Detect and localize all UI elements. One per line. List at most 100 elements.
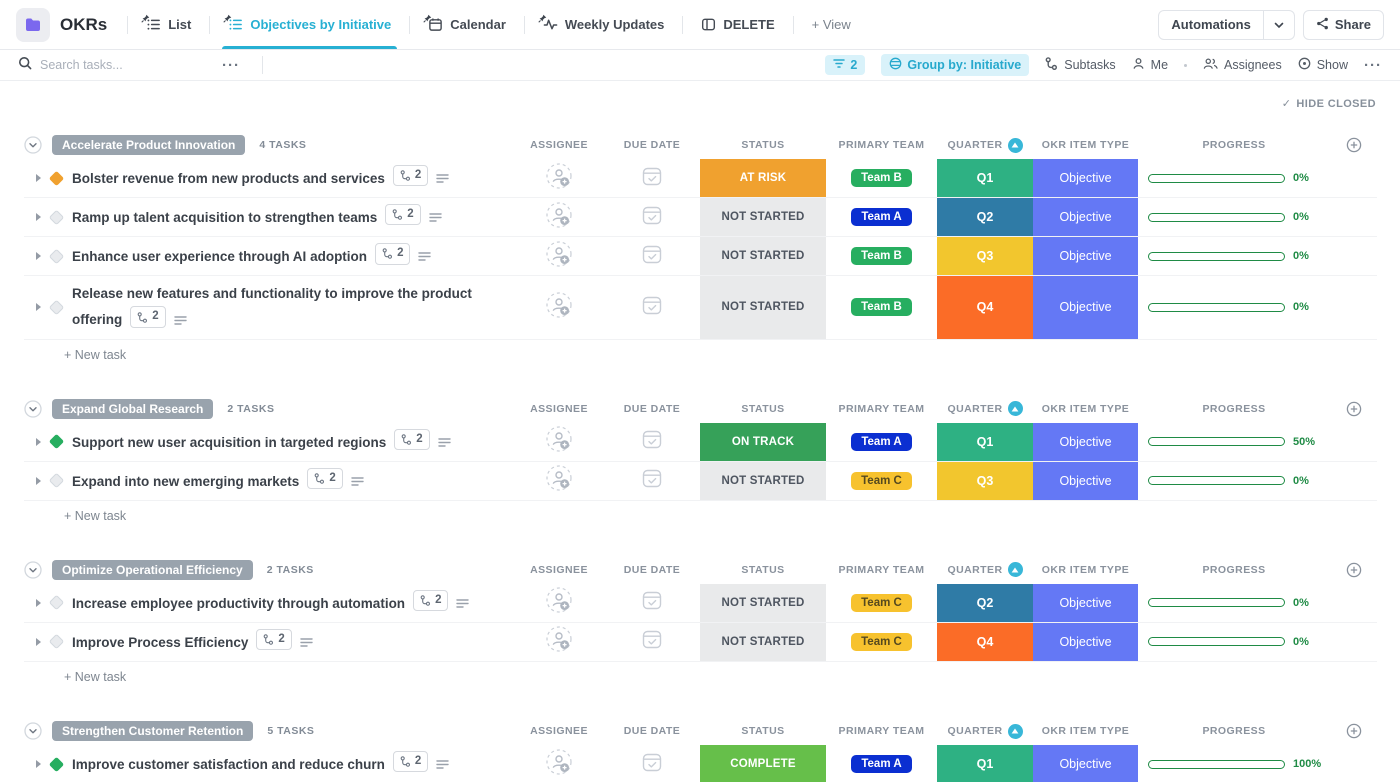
task-status-diamond-icon[interactable] xyxy=(48,170,65,186)
search-more-icon[interactable]: ··· xyxy=(222,56,240,74)
task-status-diamond-icon[interactable] xyxy=(48,433,65,450)
primary-team-cell[interactable]: Team B xyxy=(826,159,937,197)
assignee-cell[interactable] xyxy=(514,462,604,500)
add-view-button[interactable]: + View xyxy=(800,0,863,49)
assignee-cell[interactable] xyxy=(514,198,604,236)
group-name-badge[interactable]: Expand Global Research xyxy=(52,398,214,419)
task-status-diamond-icon[interactable] xyxy=(48,595,65,611)
more-options-icon[interactable]: ··· xyxy=(1364,56,1382,74)
assignees-toggle[interactable]: Assignees xyxy=(1203,57,1282,73)
okr-item-type-cell[interactable]: Objective xyxy=(1033,745,1138,782)
collapse-group-icon[interactable] xyxy=(24,136,42,154)
okr-item-type-cell[interactable]: Objective xyxy=(1033,622,1138,661)
column-header-due-date[interactable]: DUE DATE xyxy=(623,402,681,415)
expand-task-icon[interactable] xyxy=(36,213,41,222)
okr-item-type-cell[interactable]: Objective xyxy=(1033,237,1138,276)
column-header-okr-item-type[interactable]: OKR ITEM TYPE xyxy=(1041,139,1130,151)
progress-cell[interactable]: 0% xyxy=(1138,237,1330,275)
primary-team-cell[interactable]: Team A xyxy=(826,423,937,461)
progress-cell[interactable]: 0% xyxy=(1138,623,1330,661)
column-header-okr-item-type[interactable]: OKR ITEM TYPE xyxy=(1041,402,1130,415)
column-header-quarter[interactable]: QUARTER xyxy=(937,562,1033,578)
due-date-cell[interactable] xyxy=(604,745,700,782)
description-icon[interactable] xyxy=(456,598,470,608)
subtask-count-badge[interactable]: 2 xyxy=(385,204,421,226)
column-header-due-date[interactable]: DUE DATE xyxy=(623,725,681,737)
collapse-group-icon[interactable] xyxy=(24,561,42,579)
quarter-cell[interactable]: Q1 xyxy=(937,422,1033,461)
subtask-count-badge[interactable]: 2 xyxy=(375,243,411,265)
tab-list[interactable]: List xyxy=(134,0,203,49)
task-row[interactable]: Ramp up talent acquisition to strengthen… xyxy=(24,198,1377,238)
status-cell[interactable]: ON TRACK xyxy=(700,422,826,461)
add-column-icon[interactable] xyxy=(1330,723,1377,739)
task-title[interactable]: Improve Process Efficiency xyxy=(72,635,249,650)
column-header-due-date[interactable]: DUE DATE xyxy=(623,563,681,576)
expand-task-icon[interactable] xyxy=(36,598,41,607)
quarter-cell[interactable]: Q4 xyxy=(937,276,1033,339)
column-header-progress[interactable]: PROGRESS xyxy=(1202,139,1266,151)
subtask-count-badge[interactable]: 2 xyxy=(307,467,343,489)
status-cell[interactable]: AT RISK xyxy=(700,159,826,198)
assignee-cell[interactable] xyxy=(514,276,604,338)
quarter-cell[interactable]: Q1 xyxy=(937,159,1033,198)
column-header-progress[interactable]: PROGRESS xyxy=(1202,725,1266,737)
collapse-group-icon[interactable] xyxy=(24,399,42,418)
task-title[interactable]: Release new features and functionality t… xyxy=(72,286,472,328)
expand-task-icon[interactable] xyxy=(36,760,41,769)
new-task-button[interactable]: + New task xyxy=(64,670,127,684)
column-header-primary-team[interactable]: PRIMARY TEAM xyxy=(838,725,925,737)
primary-team-cell[interactable]: Team B xyxy=(826,276,937,338)
column-header-progress[interactable]: PROGRESS xyxy=(1202,402,1266,415)
tab-objectives-by-initiative[interactable]: Objectives by Initiative xyxy=(216,0,403,49)
column-header-okr-item-type[interactable]: OKR ITEM TYPE xyxy=(1041,725,1130,737)
column-header-status[interactable]: STATUS xyxy=(741,139,785,151)
description-icon[interactable] xyxy=(351,476,364,486)
assignee-cell[interactable] xyxy=(514,584,604,622)
task-title[interactable]: Increase employee productivity through a… xyxy=(72,595,406,611)
due-date-cell[interactable] xyxy=(604,584,700,622)
task-row[interactable]: Enhance user experience through AI adopt… xyxy=(24,237,1377,277)
due-date-cell[interactable] xyxy=(604,462,700,500)
task-status-diamond-icon[interactable] xyxy=(48,209,65,225)
sort-ascending-icon[interactable] xyxy=(1007,562,1023,578)
expand-task-icon[interactable] xyxy=(36,437,41,446)
column-header-status[interactable]: STATUS xyxy=(741,402,785,415)
subtask-count-badge[interactable]: 2 xyxy=(392,751,429,773)
task-status-diamond-icon[interactable] xyxy=(48,756,65,772)
expand-task-icon[interactable] xyxy=(36,252,41,261)
description-icon[interactable] xyxy=(438,437,451,447)
filters-badge[interactable]: 2 xyxy=(825,55,866,75)
progress-cell[interactable]: 50% xyxy=(1138,423,1330,461)
task-row[interactable]: Support new user acquisition in targeted… xyxy=(24,422,1377,462)
add-column-icon[interactable] xyxy=(1330,562,1377,578)
new-task-button[interactable]: + New task xyxy=(64,508,127,523)
column-header-status[interactable]: STATUS xyxy=(741,563,785,576)
search-box[interactable]: ··· xyxy=(18,56,269,75)
due-date-cell[interactable] xyxy=(604,237,700,275)
sort-ascending-icon[interactable] xyxy=(1007,401,1023,416)
add-column-icon[interactable] xyxy=(1330,401,1377,417)
task-title[interactable]: Ramp up talent acquisition to strengthen… xyxy=(72,210,378,226)
quarter-cell[interactable]: Q1 xyxy=(937,745,1033,782)
column-header-due-date[interactable]: DUE DATE xyxy=(623,139,681,151)
column-header-quarter[interactable]: QUARTER xyxy=(937,723,1033,739)
expand-task-icon[interactable] xyxy=(36,637,41,646)
due-date-cell[interactable] xyxy=(604,276,700,338)
subtask-count-badge[interactable]: 2 xyxy=(413,589,449,611)
task-row[interactable]: Release new features and functionality t… xyxy=(24,276,1377,340)
subtask-count-badge[interactable]: 2 xyxy=(394,428,430,450)
share-button[interactable]: Share xyxy=(1302,9,1384,40)
assignee-cell[interactable] xyxy=(514,623,604,661)
primary-team-cell[interactable]: Team C xyxy=(826,462,937,500)
status-cell[interactable]: NOT STARTED xyxy=(700,198,826,237)
due-date-cell[interactable] xyxy=(604,623,700,661)
column-header-quarter[interactable]: QUARTER xyxy=(937,137,1033,153)
task-status-diamond-icon[interactable] xyxy=(48,299,65,316)
quarter-cell[interactable]: Q3 xyxy=(937,461,1033,500)
due-date-cell[interactable] xyxy=(604,423,700,461)
task-title[interactable]: Enhance user experience through AI adopt… xyxy=(72,249,368,265)
task-row[interactable]: Improve Process Efficiency 2 NOT STARTED … xyxy=(24,622,1377,662)
task-row[interactable]: Improve customer satisfaction and reduce… xyxy=(24,745,1377,782)
primary-team-cell[interactable]: Team A xyxy=(826,198,937,236)
